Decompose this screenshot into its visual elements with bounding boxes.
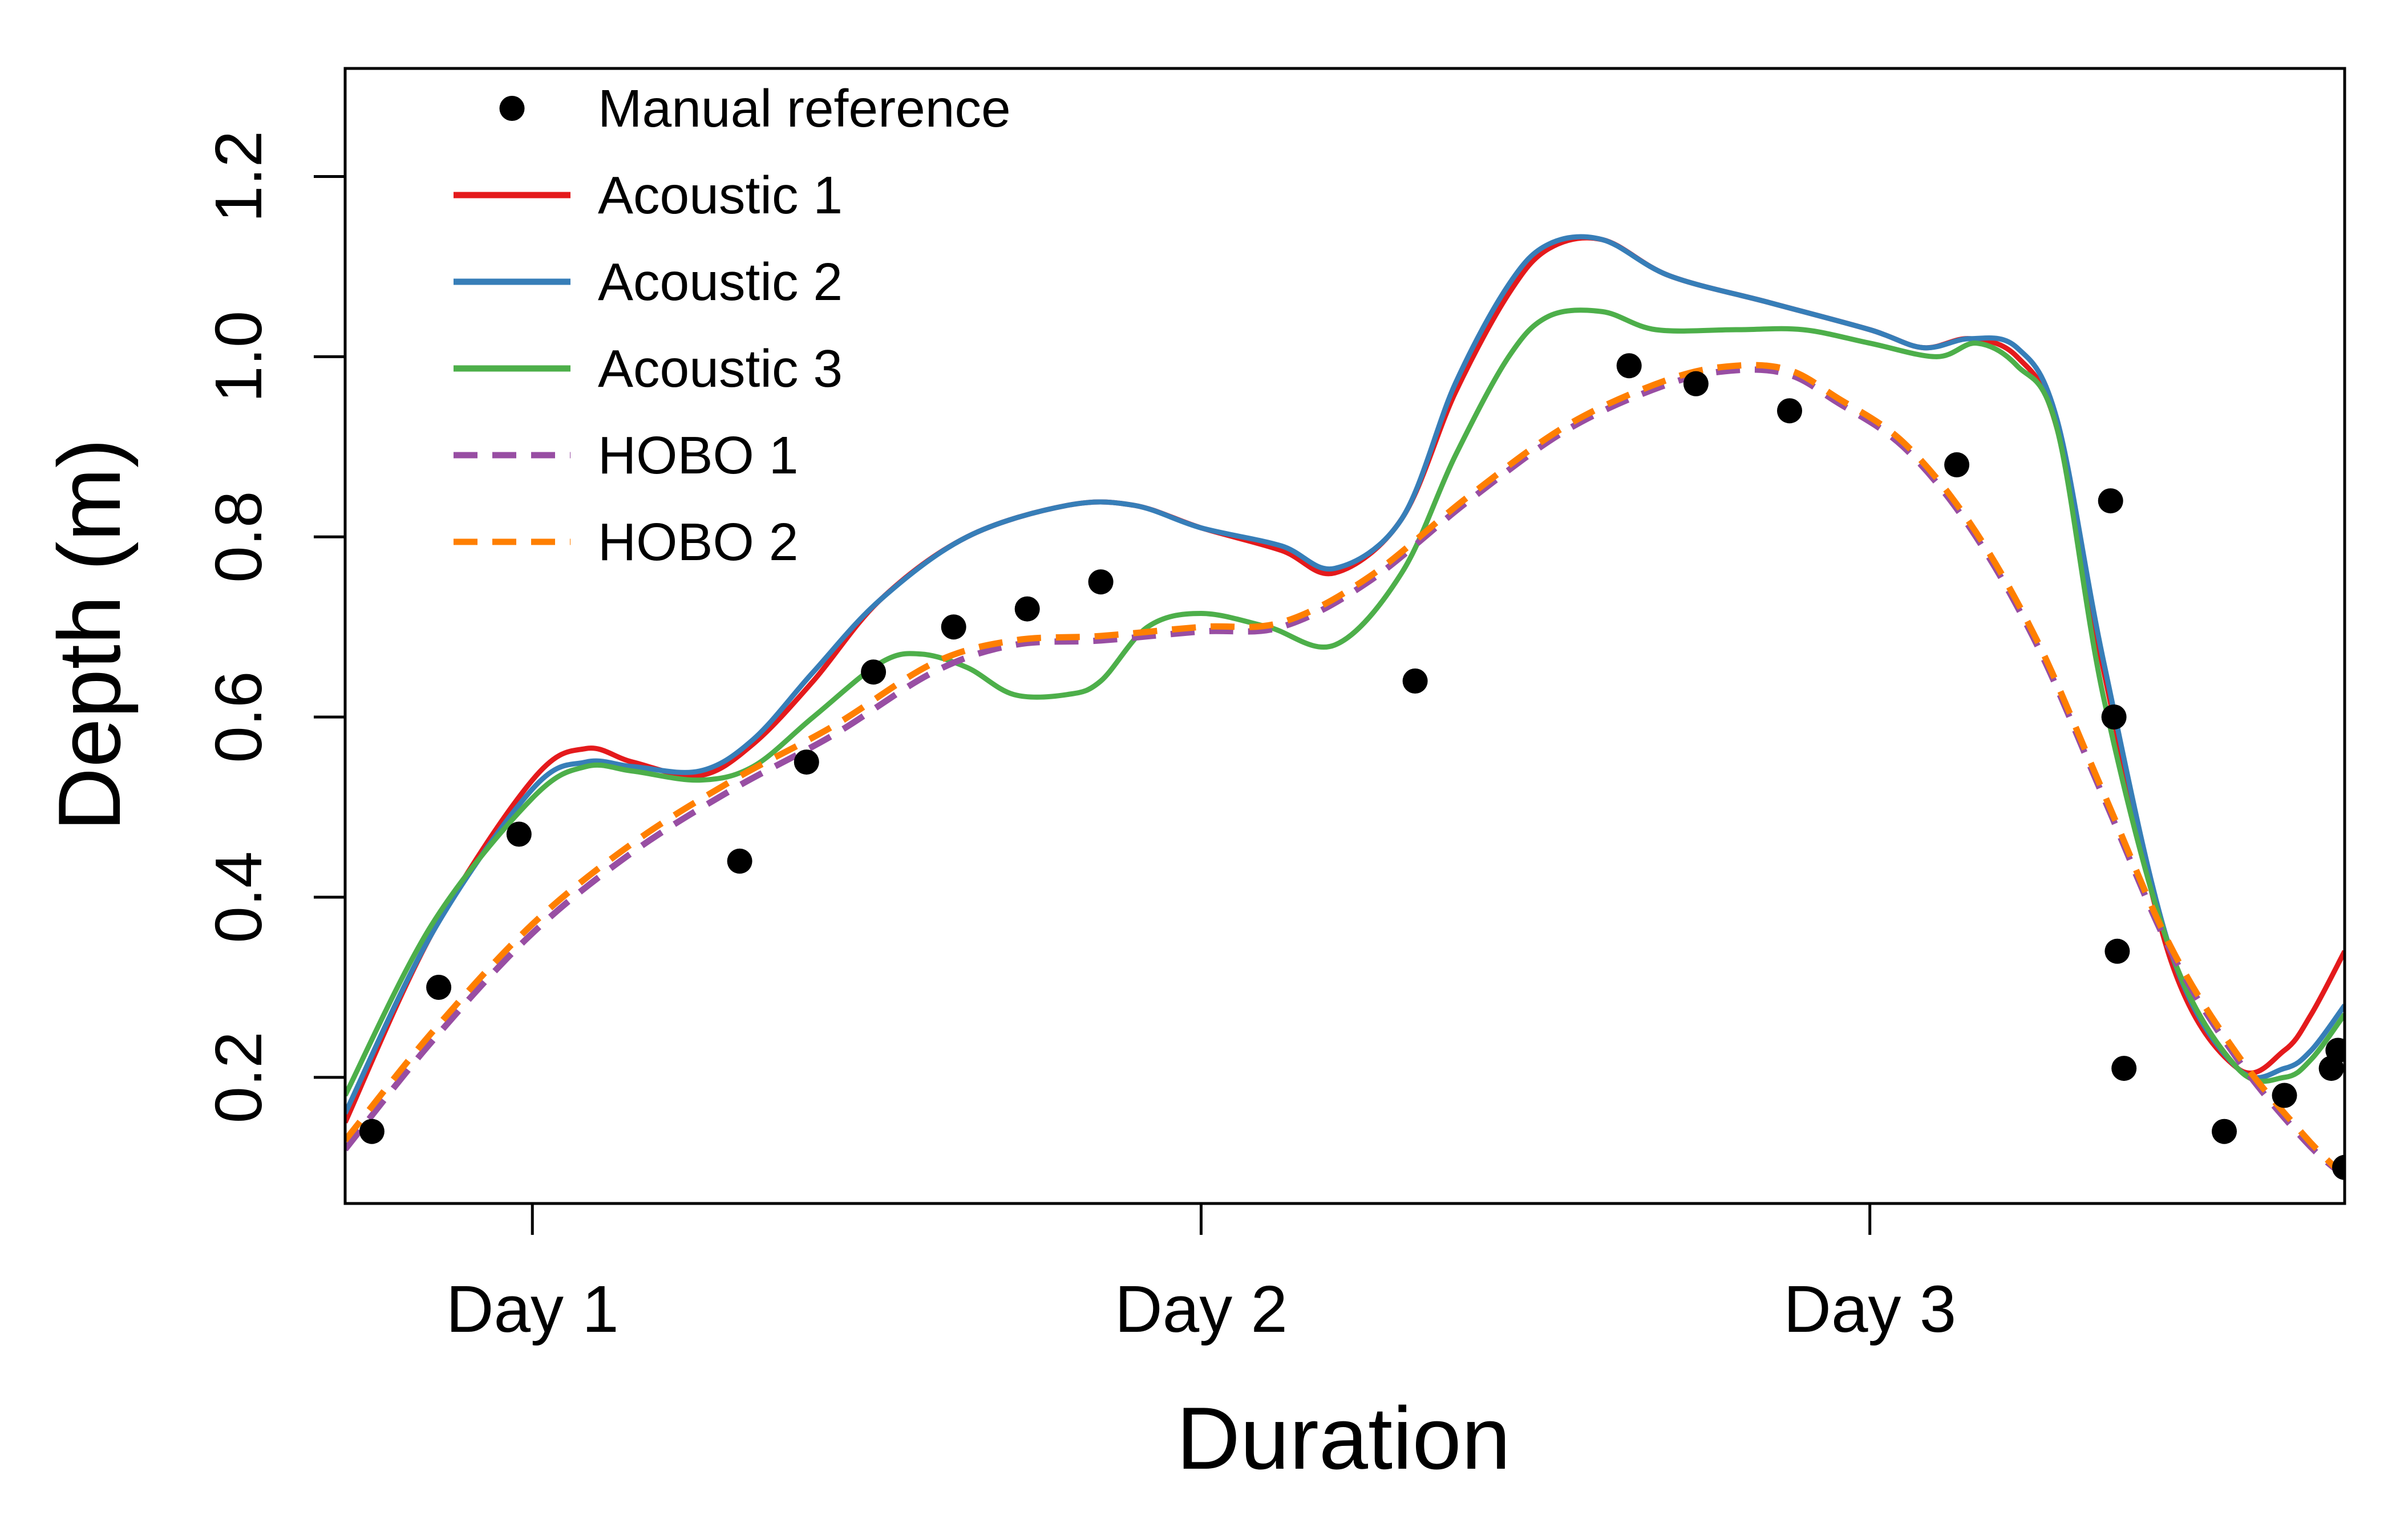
legend-acoustic-2-label: Acoustic 2: [598, 252, 843, 311]
x-tick-label: Day 1: [446, 1272, 619, 1346]
legend: Manual reference Acoustic 1 Acoustic 2 Acou…: [454, 79, 1011, 572]
manual-reference-point: [1014, 596, 1040, 622]
manual-reference-point: [506, 821, 532, 847]
acoustic-3-line: [345, 307, 2345, 1097]
x-tick-label: Day 3: [1783, 1272, 1956, 1346]
x-axis: Day 1 Day 2 Day 3: [446, 1203, 1956, 1346]
y-tick-label: 0.4: [201, 851, 276, 943]
x-axis-title: Duration: [1176, 1389, 1511, 1488]
manual-reference-point: [2104, 938, 2130, 964]
legend-manual-reference-label: Manual reference: [598, 79, 1011, 138]
legend-manual-reference-symbol: [499, 96, 525, 121]
x-tick-label: Day 2: [1115, 1272, 1288, 1346]
manual-reference-point: [861, 659, 887, 685]
manual-reference-point: [2212, 1118, 2237, 1144]
manual-reference-point: [2332, 1154, 2345, 1180]
legend-hobo-2-label: HOBO 2: [598, 512, 798, 572]
hobo-2-line: [345, 362, 2345, 1179]
plot-area: [345, 234, 2345, 1180]
manual-reference-point: [1616, 353, 1642, 379]
manual-reference-point: [2111, 1056, 2137, 1081]
manual-reference-point: [1088, 569, 1114, 595]
y-axis-title: Depth (m): [40, 438, 139, 831]
y-tick-label: 0.8: [201, 491, 276, 583]
manual-reference-point: [1944, 452, 1970, 477]
y-tick-label: 1.0: [201, 311, 276, 403]
manual-reference-point: [794, 749, 819, 775]
manual-reference-point: [2272, 1083, 2297, 1108]
manual-reference-point: [2098, 488, 2123, 514]
y-tick-label: 0.2: [201, 1031, 276, 1123]
manual-reference-point: [1683, 371, 1709, 396]
manual-reference-point: [1402, 668, 1428, 694]
manual-reference-point: [1777, 398, 1802, 424]
manual-reference-point: [2325, 1038, 2345, 1063]
manual-reference-point: [2101, 704, 2127, 730]
y-tick-label: 1.2: [201, 131, 276, 222]
legend-acoustic-1-label: Acoustic 1: [598, 165, 843, 225]
manual-reference-point: [727, 848, 752, 874]
hobo-1-line: [345, 366, 2345, 1179]
legend-acoustic-3-label: Acoustic 3: [598, 339, 843, 398]
manual-reference-point: [359, 1118, 385, 1144]
manual-reference-point: [941, 614, 966, 640]
plot-frame: [343, 67, 2346, 1205]
y-tick-label: 0.6: [201, 671, 276, 763]
legend-hobo-1-label: HOBO 1: [598, 425, 798, 485]
manual-reference-point: [426, 975, 452, 1000]
acoustic-2-line: [345, 234, 2345, 1115]
y-axis: 0.2 0.4 0.6 0.8 1.0 1.2: [201, 131, 345, 1124]
